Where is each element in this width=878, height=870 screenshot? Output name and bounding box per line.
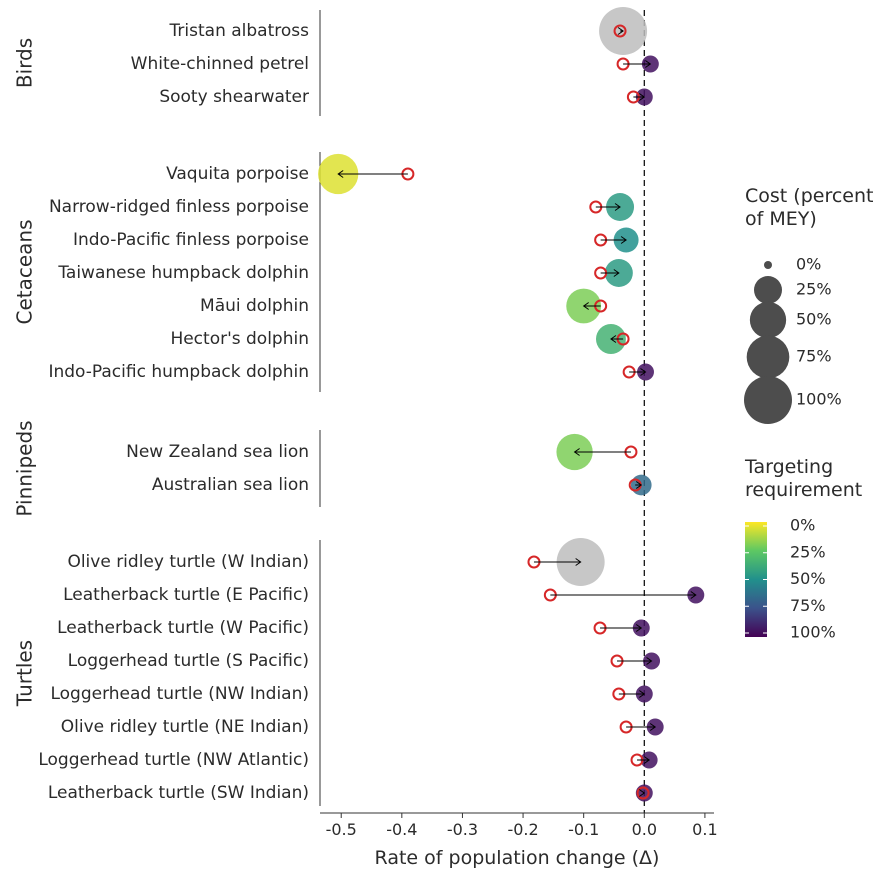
group-label: Cetaceans — [13, 219, 37, 324]
x-tick-label: -0.5 — [326, 820, 357, 839]
current-rate-point — [613, 24, 627, 38]
x-tick-label: 0.0 — [632, 820, 657, 839]
size-legend-label: 0% — [796, 255, 821, 274]
colorbar — [745, 522, 767, 637]
size-legend-label: 100% — [796, 390, 842, 409]
species-label: Hector's dolphin — [170, 329, 309, 349]
size-legend-label: 75% — [796, 347, 832, 366]
change-arrowhead — [645, 60, 652, 68]
change-arrowhead — [614, 203, 621, 211]
species-label: Olive ridley turtle (W Indian) — [67, 552, 309, 572]
size-legend-circle — [764, 261, 772, 269]
size-legend-label: 25% — [796, 280, 832, 299]
species-label: New Zealand sea lion — [126, 442, 309, 462]
change-arrowhead — [649, 723, 657, 731]
change-arrowhead — [610, 335, 617, 343]
change-arrowhead — [635, 481, 643, 489]
change-arrowhead — [643, 756, 651, 764]
species-label: Sooty shearwater — [159, 87, 309, 107]
species-label: White-chinned petrel — [131, 54, 309, 74]
x-tick-label: -0.2 — [507, 820, 538, 839]
change-arrowhead — [646, 657, 653, 665]
change-arrowhead — [617, 27, 624, 35]
current-rate-point — [636, 786, 650, 800]
change-arrowhead — [620, 236, 627, 244]
species-label: Leatherback turtle (W Pacific) — [57, 618, 309, 638]
change-arrowhead — [640, 368, 647, 376]
plot-area: Birds Tristan albatross White-chinned petr… — [13, 7, 718, 869]
size-legend-circle — [754, 276, 782, 304]
species-label: Māui dolphin — [200, 296, 309, 316]
change-arrowhead — [635, 624, 643, 632]
size-legend-circle — [744, 376, 792, 424]
color-legend-label: 100% — [790, 623, 836, 642]
size-legend-title: Cost (percent — [745, 185, 873, 207]
change-arrowhead — [613, 269, 620, 277]
x-tick-label: -0.1 — [568, 820, 599, 839]
group-label: Birds — [13, 38, 37, 88]
color-legend-label: 75% — [790, 596, 826, 615]
species-label: Loggerhead turtle (S Pacific) — [68, 651, 309, 671]
color-legend-label: 0% — [790, 516, 815, 535]
species-label: Loggerhead turtle (NW Atlantic) — [38, 750, 309, 770]
change-arrowhead — [639, 789, 646, 797]
size-legend-label: 50% — [796, 310, 832, 329]
size-legend-circle — [746, 335, 790, 379]
change-arrowhead — [639, 690, 646, 698]
color-legend-title: Targeting — [744, 456, 833, 478]
species-label: Vaquita porpoise — [166, 164, 309, 184]
species-label: Australian sea lion — [152, 475, 309, 495]
species-label: Leatherback turtle (SW Indian) — [48, 783, 309, 803]
color-legend-title: requirement — [745, 479, 862, 501]
species-label: Taiwanese humpback dolphin — [57, 263, 309, 283]
x-tick-label: -0.4 — [386, 820, 417, 839]
color-legend-label: 50% — [790, 569, 826, 588]
color-legend-label: 25% — [790, 542, 826, 561]
x-tick-label: -0.3 — [447, 820, 478, 839]
change-arrowhead — [573, 448, 580, 456]
species-label: Tristan albatross — [169, 21, 310, 41]
change-arrowhead — [690, 591, 697, 599]
group-label: Pinnipeds — [13, 420, 37, 516]
species-label: Leatherback turtle (E Pacific) — [63, 585, 309, 605]
change-arrowhead — [639, 93, 646, 101]
x-axis-title: Rate of population change (Δ) — [375, 847, 660, 869]
group-label: Turtles — [13, 640, 37, 707]
species-label: Olive ridley turtle (NE Indian) — [61, 717, 309, 737]
change-arrowhead — [582, 302, 589, 310]
change-arrowhead — [337, 170, 344, 178]
species-label: Loggerhead turtle (NW Indian) — [50, 684, 309, 704]
species-label: Narrow-ridged finless porpoise — [49, 197, 309, 217]
size-legend-circle — [749, 301, 787, 339]
x-tick-label: 0.1 — [692, 820, 717, 839]
species-label: Indo-Pacific humpback dolphin — [48, 362, 309, 382]
change-arrowhead — [575, 558, 582, 566]
species-label: Indo-Pacific finless porpoise — [73, 230, 309, 250]
size-legend-title: of MEY) — [745, 208, 817, 230]
